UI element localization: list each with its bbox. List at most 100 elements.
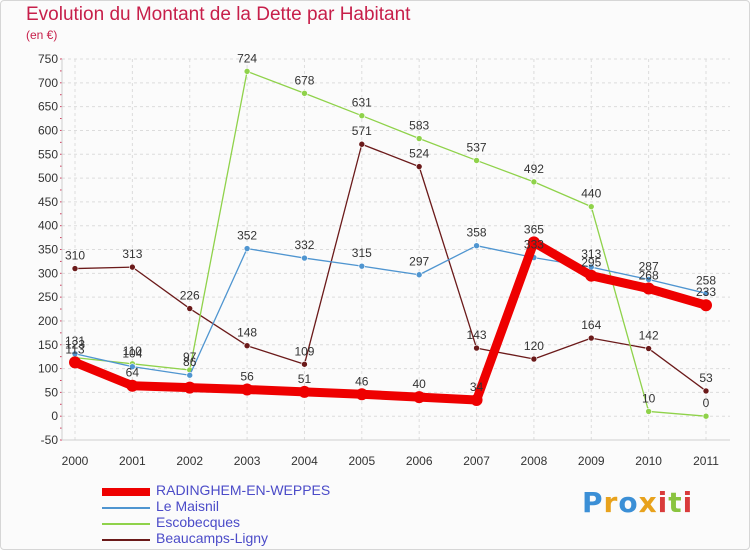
series-escobecques: [71, 68, 710, 420]
legend-swatch: [102, 523, 150, 525]
data-label: 131: [65, 334, 85, 348]
data-point: [243, 68, 251, 75]
data-point: [585, 269, 598, 282]
data-point: [587, 334, 595, 342]
x-tick-label: 2008: [521, 454, 548, 468]
data-label: 97: [183, 350, 197, 364]
logo-letter: o: [618, 486, 639, 519]
chart-subtitle: (en €): [26, 28, 58, 42]
data-label: 113: [65, 342, 84, 356]
series-line: [74, 70, 707, 417]
data-point: [186, 305, 194, 312]
data-point: [355, 388, 368, 401]
data-label: 56: [240, 370, 254, 384]
y-tick-label: 400: [38, 219, 58, 233]
data-label: 104: [122, 347, 142, 361]
data-label: 34: [470, 380, 484, 394]
y-tick-label: 200: [38, 314, 58, 328]
data-label: 51: [298, 372, 312, 386]
series-beaucamps-ligny: [71, 140, 710, 395]
y-tick-label: 50: [45, 385, 59, 399]
x-tick-label: 2011: [693, 454, 719, 468]
data-label: 258: [696, 273, 716, 287]
chart-title: Evolution du Montant de la Dette par Hab…: [26, 4, 411, 25]
x-tick-label: 2002: [176, 454, 203, 468]
data-point: [71, 265, 79, 272]
y-tick-label: 0: [51, 409, 58, 423]
data-point: [415, 135, 423, 142]
legend-item-radinghem[interactable]: RADINGHEM-EN-WEPPES: [102, 482, 402, 500]
y-tick-label: 300: [38, 266, 58, 280]
data-point: [129, 263, 136, 271]
data-point: [186, 371, 194, 379]
data-label: 313: [122, 247, 142, 261]
data-point: [298, 385, 311, 398]
legend-item-beaucamps-ligny[interactable]: Beaucamps-Ligny: [102, 530, 402, 548]
data-label: 287: [639, 260, 659, 274]
y-tick-label: 600: [38, 123, 58, 137]
data-point: [413, 391, 426, 404]
data-label: 164: [581, 318, 601, 332]
y-tick-label: 100: [38, 362, 58, 376]
data-point: [358, 140, 366, 148]
data-label: 295: [581, 256, 601, 270]
data-label: 631: [352, 96, 372, 110]
data-point: [301, 254, 308, 262]
legend-item-escobecques[interactable]: Escobecques: [102, 514, 402, 532]
data-point: [645, 276, 652, 283]
series-line: [70, 237, 711, 405]
data-point: [243, 245, 251, 252]
data-point: [473, 242, 480, 249]
data-label: 352: [237, 229, 257, 243]
data-point: [473, 157, 480, 164]
data-point: [243, 342, 251, 350]
data-label: 365: [524, 222, 544, 236]
y-tick-label: 450: [38, 195, 58, 209]
data-label: 315: [352, 246, 372, 260]
legend-swatch: [102, 507, 150, 509]
x-tick-label: 2001: [119, 454, 146, 468]
data-point: [645, 408, 652, 415]
series-line: [74, 245, 707, 376]
data-point: [530, 178, 538, 186]
logo-letter: P: [582, 486, 604, 519]
data-label: 120: [524, 339, 544, 353]
data-label: 143: [467, 328, 487, 342]
y-tick-label: 700: [38, 76, 58, 90]
x-tick-label: 2003: [234, 454, 261, 468]
legend-label: RADINGHEM-EN-WEPPES: [156, 482, 331, 498]
data-label: 10: [642, 391, 656, 405]
legend-label: Beaucamps-Ligny: [156, 530, 269, 546]
data-point: [301, 360, 308, 368]
data-label: 524: [409, 147, 429, 161]
logo-letter: i: [657, 486, 669, 519]
y-tick-label: 750: [38, 52, 58, 66]
y-tick-label: 150: [38, 338, 58, 352]
data-point: [241, 383, 254, 396]
x-tick-label: 2005: [348, 454, 375, 468]
data-point: [301, 89, 308, 97]
legend: RADINGHEM-EN-WEPPES Le Maisnil Escobecqu…: [102, 482, 402, 548]
y-tick-label: 500: [38, 171, 58, 185]
data-label: 440: [581, 187, 601, 201]
data-label: 313: [581, 247, 601, 261]
x-tick-label: 2009: [578, 454, 605, 468]
data-label: 233: [696, 285, 716, 299]
data-point: [527, 236, 540, 249]
logo-letter: x: [638, 486, 658, 519]
x-tick-label: 2000: [62, 454, 89, 468]
data-label: 268: [639, 269, 659, 283]
x-tick-label: 2007: [463, 454, 490, 468]
legend-item-le-maisnil[interactable]: Le Maisnil: [102, 498, 402, 516]
data-point: [702, 387, 710, 395]
data-label: 53: [699, 371, 713, 385]
y-tick-label: -50: [41, 433, 59, 447]
series-line: [74, 143, 707, 392]
data-label: 358: [467, 226, 487, 240]
data-label: 148: [237, 326, 257, 340]
data-point: [126, 379, 139, 392]
legend-swatch: [102, 539, 150, 541]
legend-swatch: [102, 488, 150, 496]
data-point: [587, 203, 595, 210]
